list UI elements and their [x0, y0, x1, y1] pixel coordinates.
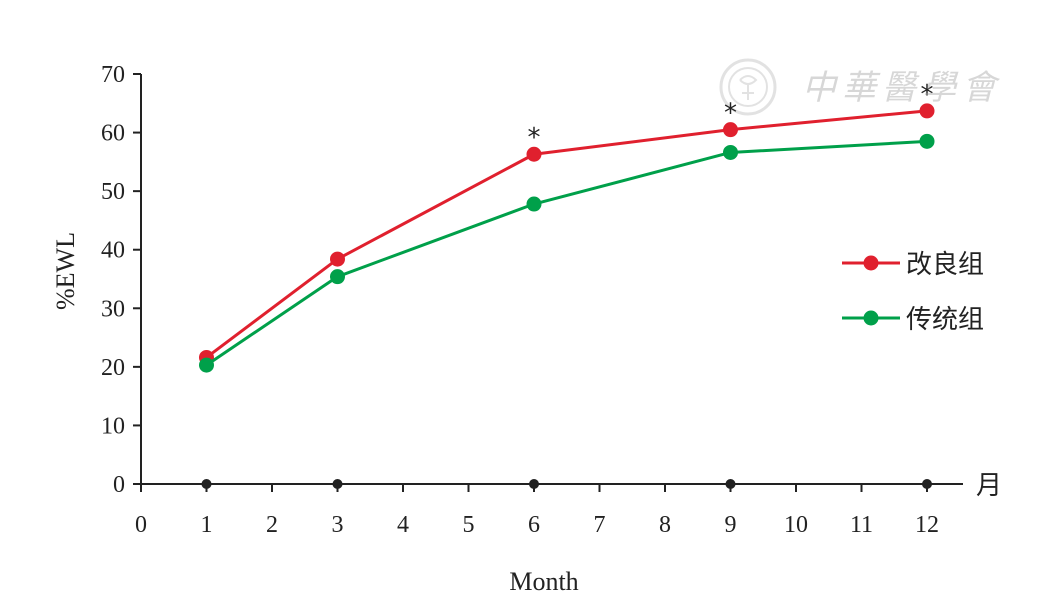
watermark-text: 中華醫學會	[802, 68, 1002, 108]
series-group	[199, 103, 935, 373]
legend-item-series-1: 改良组	[842, 250, 984, 280]
data-point-series-2	[199, 357, 214, 373]
baseline-point	[332, 479, 343, 489]
data-point-series-2	[723, 144, 738, 160]
y-axis-title: %EWL	[51, 232, 80, 310]
legend-item-series-2: 传统组	[842, 305, 984, 335]
y-tick-label: 40	[101, 238, 125, 264]
legend: 改良组 传统组	[842, 250, 984, 335]
data-point-series-1	[723, 122, 738, 138]
watermark	[719, 58, 777, 116]
significance-star: *	[724, 99, 737, 129]
series-1	[199, 103, 935, 365]
x-tick-label: 5	[463, 512, 475, 538]
x-axis-unit: 月	[976, 471, 1002, 501]
x-tick-label: 4	[397, 512, 409, 538]
x-tick-label: 10	[784, 512, 808, 538]
y-tick-label: 0	[113, 472, 125, 498]
legend-marker-series-1	[863, 255, 879, 271]
y-tick-label: 20	[101, 355, 125, 381]
data-point-series-2	[526, 196, 542, 212]
x-ticks: 0 1 2 3 4 5 6 7 8 9 10 11 12	[135, 484, 939, 538]
series-2	[199, 133, 935, 373]
significance-star: *	[528, 123, 541, 153]
x-tick-label: 0	[135, 512, 147, 538]
legend-label-series-2: 传统组	[906, 305, 984, 335]
data-point-series-1	[526, 146, 542, 162]
y-tick-label: 70	[101, 62, 125, 88]
x-tick-label: 3	[332, 512, 344, 538]
data-point-series-1	[330, 251, 345, 267]
data-point-series-2	[330, 269, 345, 285]
x-tick-label: 1	[201, 512, 213, 538]
baseline-point	[201, 479, 212, 489]
significance-markers: * * *	[528, 80, 934, 153]
series-line-2	[205, 139, 928, 367]
y-ticks: 0 10 20 30 40 50 60 70	[101, 62, 141, 498]
baseline-point	[922, 479, 932, 489]
y-tick-label: 50	[101, 179, 125, 205]
baseline-point	[529, 479, 539, 489]
data-point-series-1	[919, 103, 935, 119]
x-tick-label: 7	[594, 512, 606, 538]
x-tick-label: 11	[850, 512, 873, 538]
y-tick-label: 60	[101, 121, 125, 147]
x-tick-label: 2	[266, 512, 278, 538]
watermark-seal-icon	[719, 58, 777, 116]
data-point-series-2	[919, 133, 935, 149]
y-tick-label: 30	[101, 296, 125, 322]
baseline-markers	[201, 479, 932, 489]
x-axis-title: Month	[509, 567, 578, 596]
legend-label-series-1: 改良组	[906, 250, 984, 280]
x-tick-label: 8	[659, 512, 671, 538]
legend-marker-series-2	[863, 310, 879, 326]
baseline-point	[725, 479, 736, 489]
y-tick-label: 10	[101, 413, 125, 439]
significance-star: *	[921, 80, 934, 110]
x-tick-label: 12	[915, 512, 939, 538]
x-tick-label: 6	[528, 512, 540, 538]
x-tick-label: 9	[725, 512, 737, 538]
